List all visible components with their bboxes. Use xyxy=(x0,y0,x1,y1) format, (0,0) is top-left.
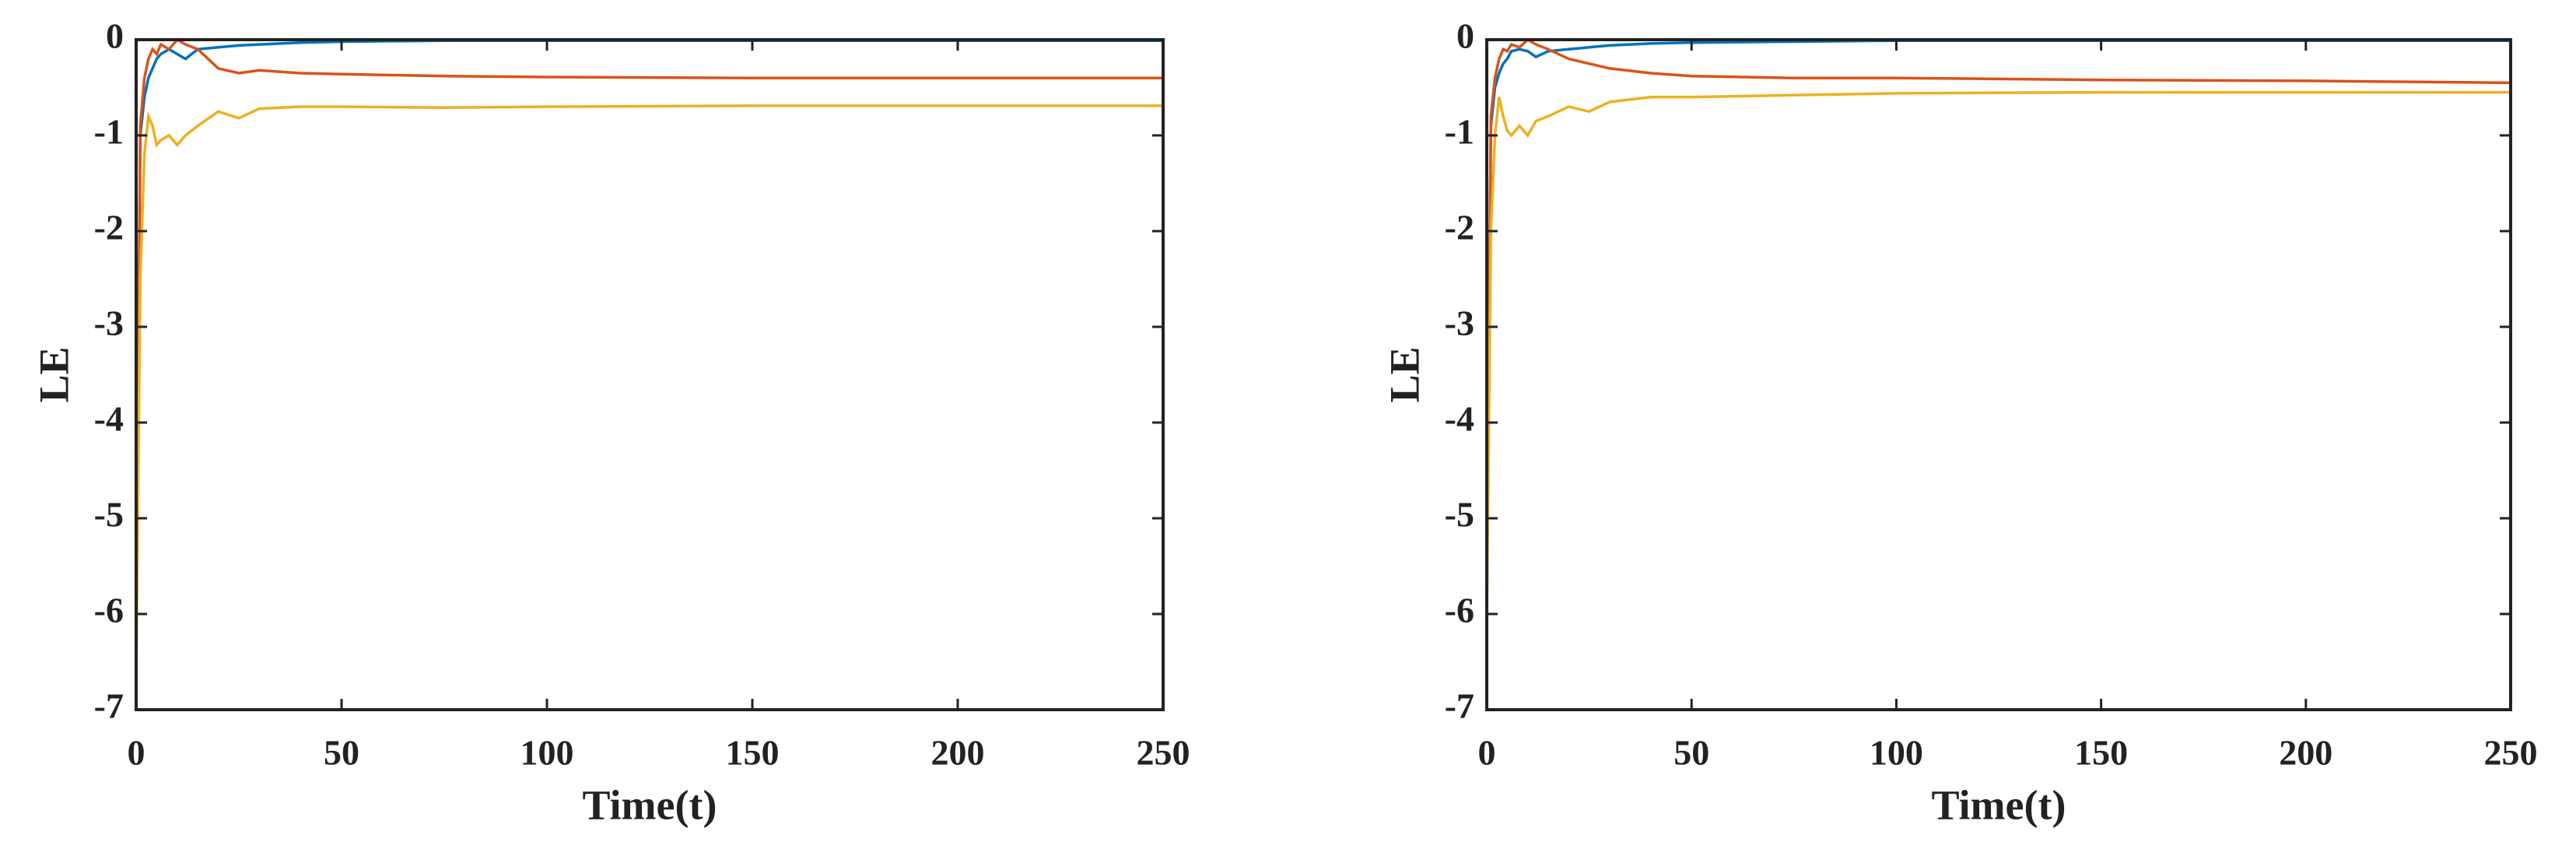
y-tick-label: -4 xyxy=(94,399,124,439)
data-line xyxy=(135,104,1163,682)
axes-box xyxy=(135,38,1165,711)
x-tick-label: 0 xyxy=(1478,733,1496,773)
y-tick-label: -3 xyxy=(1445,303,1474,343)
data-line xyxy=(135,39,1163,682)
x-axis-label: Time(t) xyxy=(1932,781,2066,828)
x-tick-label: 200 xyxy=(931,733,985,773)
x-tick-label: 150 xyxy=(2074,733,2128,773)
y-tick-label: -2 xyxy=(1445,208,1474,247)
y-tick-label: -5 xyxy=(1445,495,1474,535)
y-tick-label: -5 xyxy=(94,495,124,535)
data-line xyxy=(1485,90,2511,624)
y-tick-label: -7 xyxy=(94,686,124,726)
y-tick-label: -4 xyxy=(1445,399,1474,439)
data-line xyxy=(1485,37,2511,605)
data-line xyxy=(135,37,1163,662)
y-tick-label: -6 xyxy=(1445,591,1474,630)
x-tick-label: 150 xyxy=(726,733,780,773)
y-tick-label: 0 xyxy=(1456,16,1474,56)
data-line xyxy=(1485,39,2511,615)
y-tick-label: -1 xyxy=(1445,112,1474,152)
x-tick-label: 200 xyxy=(2279,733,2332,773)
subplot: 0 50 100 150 200 250 -7 -6 -5 -4 -3 -2 -1 0 Time(t) LE xyxy=(30,16,1190,829)
subplot: 0 50 100 150 200 250 -7 -6 -5 -4 -3 -2 -1 0 Time(t) LE xyxy=(1381,16,2537,829)
x-tick-label: 100 xyxy=(1870,733,1923,773)
x-tick-label: 50 xyxy=(1674,733,1709,773)
y-axis-label: LE xyxy=(1381,346,1428,402)
y-tick-label: 0 xyxy=(106,16,124,56)
y-tick-label: -6 xyxy=(94,591,124,630)
y-tick-label: -3 xyxy=(94,303,124,343)
x-tick-label: 50 xyxy=(324,733,359,773)
y-tick-label: -1 xyxy=(94,112,124,152)
x-tick-label: 100 xyxy=(520,733,574,773)
x-tick-label: 250 xyxy=(1137,733,1190,773)
x-axis-label: Time(t) xyxy=(583,781,717,828)
y-tick-label: -2 xyxy=(94,208,124,247)
x-tick-label: 250 xyxy=(2484,733,2538,773)
axes-box xyxy=(1485,38,2512,711)
y-tick-label: -7 xyxy=(1445,686,1474,726)
y-axis-label: LE xyxy=(30,346,77,402)
x-tick-label: 0 xyxy=(128,733,145,773)
